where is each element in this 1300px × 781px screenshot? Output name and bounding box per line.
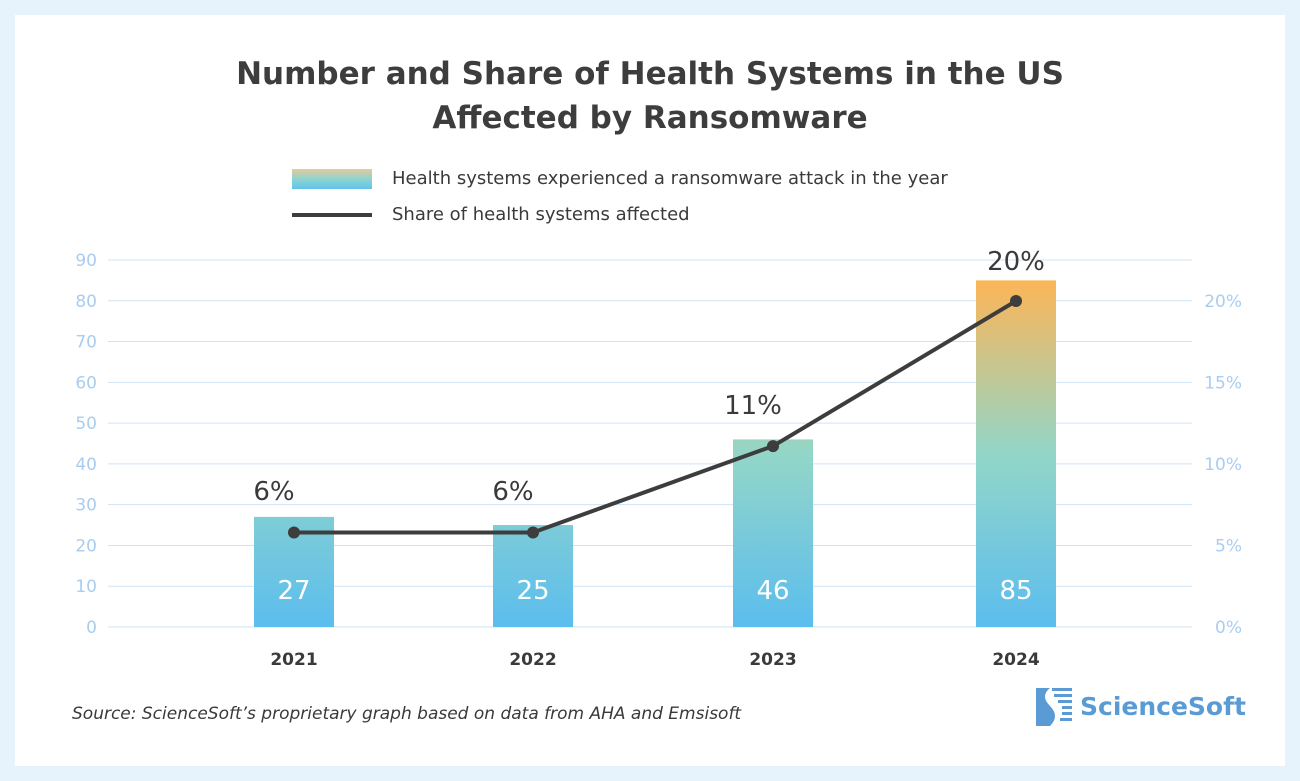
x-tick-label: 2021 (270, 650, 317, 670)
y-left-tick-label: 30 (75, 496, 97, 516)
y-left-tick-label: 60 (75, 373, 97, 393)
y-right-tick-label: 5% (1215, 537, 1242, 557)
share-label: 20% (987, 247, 1045, 277)
share-point-2022 (527, 526, 539, 539)
bar-value-label: 27 (277, 576, 310, 606)
title-line-1: Number and Share of Health Systems in th… (236, 56, 1064, 92)
x-tick-label: 2024 (992, 650, 1039, 670)
x-tick-label: 2022 (509, 650, 556, 670)
legend-label-bars: Health systems experienced a ransomware … (392, 168, 948, 189)
y-left-tick-label: 40 (75, 455, 97, 475)
legend-item-line: Share of health systems affected (292, 204, 690, 225)
sciencesoft-logo: ScienceSoft (1036, 686, 1246, 726)
legend-label-line: Share of health systems affected (392, 204, 690, 225)
y-left-tick-label: 90 (75, 251, 97, 271)
chart-title: Number and Share of Health Systems in th… (0, 52, 1300, 140)
y-left-tick-label: 70 (75, 333, 97, 353)
share-point-2023 (767, 440, 779, 453)
bar-value-label: 25 (516, 576, 549, 606)
title-line-2: Affected by Ransomware (432, 100, 868, 136)
bar-2023 (733, 439, 813, 627)
bar-2022 (493, 525, 573, 627)
share-line (294, 299, 1018, 535)
y-left-tick-label: 10 (75, 577, 97, 597)
bar-value-label: 46 (756, 576, 789, 606)
share-label: 6% (253, 477, 294, 507)
legend-swatch-bar (292, 168, 372, 189)
y-right-tick-label: 0% (1215, 618, 1242, 638)
y-left-tick-label: 0 (86, 618, 97, 638)
legend-swatch-line (292, 212, 372, 217)
y-left-tick-label: 20 (75, 536, 97, 556)
x-tick-label: 2023 (749, 650, 796, 670)
y-left-tick-label: 50 (75, 414, 97, 434)
share-point-2021 (288, 526, 300, 539)
source-note: Source: ScienceSoft’s proprietary graph … (72, 704, 742, 724)
share-label: 11% (724, 391, 782, 421)
legend-item-bars: Health systems experienced a ransomware … (292, 168, 948, 189)
bar-2024 (976, 280, 1056, 627)
y-left-tick-label: 80 (75, 292, 97, 312)
chart-card (15, 15, 1285, 766)
bar-value-label: 85 (999, 576, 1032, 606)
logo-text: ScienceSoft (1080, 691, 1246, 721)
y-right-tick-label: 10% (1204, 455, 1242, 475)
logo-icon (1036, 686, 1072, 726)
share-point-2024 (1010, 295, 1022, 307)
y-right-tick-label: 20% (1204, 292, 1242, 312)
share-label: 6% (492, 477, 533, 507)
y-right-tick-label: 15% (1204, 374, 1242, 394)
